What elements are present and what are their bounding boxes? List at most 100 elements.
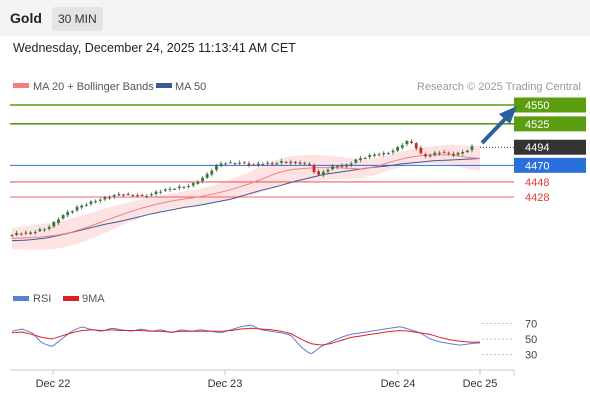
candle-body <box>410 141 413 144</box>
candle-body <box>377 154 381 156</box>
ma20-legend-swatch <box>13 83 29 88</box>
candle-body <box>326 169 330 172</box>
x-tick-label: Dec 22 <box>36 378 71 390</box>
candle-body <box>224 163 228 165</box>
level-label: 4470 <box>525 160 549 172</box>
candle-body <box>289 161 293 164</box>
ma20-legend-label: MA 20 + Bollinger Bands <box>33 81 154 93</box>
ma50-legend-swatch <box>156 83 172 88</box>
candles <box>10 139 474 238</box>
credit-label: Research © 2025 Trading Central <box>417 81 581 93</box>
candle-body <box>136 195 139 197</box>
candle-body <box>61 215 65 219</box>
candle-body <box>317 171 321 175</box>
level-4525: 4525 <box>10 116 586 132</box>
candle-body <box>233 163 237 165</box>
candle-body <box>321 171 325 176</box>
candle-body <box>80 205 84 208</box>
arrow-shaft <box>480 115 509 145</box>
level-tag <box>514 139 586 155</box>
candle-body <box>38 229 42 232</box>
timeframe-button[interactable]: 30 MIN <box>52 7 103 31</box>
level-tag <box>514 116 586 132</box>
level-label: 4448 <box>525 177 549 189</box>
candle-body <box>359 158 362 161</box>
level-4470: 4470 <box>10 157 586 173</box>
rsi-tick-label: 70 <box>525 319 537 331</box>
level-label: 4525 <box>525 119 549 131</box>
x-tick-label: Dec 23 <box>208 378 243 390</box>
ma50-line <box>11 158 481 242</box>
x-tick: Dec 24 <box>381 370 415 390</box>
level-4550: 4550 <box>10 97 586 113</box>
candle-body <box>149 194 153 196</box>
level-label: 4550 <box>525 100 549 112</box>
candle-body <box>391 150 395 153</box>
candle-body <box>442 151 446 153</box>
candle-body <box>196 181 200 184</box>
main-legend: MA 20 + Bollinger Bands MA 50 Research ©… <box>13 81 581 93</box>
symbol-title: Gold <box>10 10 42 26</box>
candle-body <box>294 161 297 163</box>
candle-body <box>71 211 74 213</box>
candle-body <box>89 201 93 204</box>
candle-body <box>219 163 223 167</box>
candle-body <box>94 201 98 203</box>
rsi-tick-30: 30 <box>482 349 537 361</box>
level-label: 4428 <box>525 192 549 204</box>
candle-body <box>47 226 51 230</box>
candle-body <box>349 163 353 166</box>
candle-body <box>84 204 88 206</box>
candle-body <box>452 153 455 156</box>
candle-body <box>461 152 465 154</box>
candle-body <box>424 154 427 157</box>
level-4494: 4494 <box>480 139 586 155</box>
candle-body <box>168 188 172 190</box>
candle-body <box>331 166 335 170</box>
candle-body <box>340 165 344 167</box>
datetime-label: Wednesday, December 24, 2025 11:13:41 AM… <box>13 41 296 55</box>
arrow-head <box>499 106 517 124</box>
candle-body <box>191 182 195 186</box>
candle-body <box>242 162 246 164</box>
candle-body <box>465 150 469 152</box>
candle-body <box>414 143 418 149</box>
rsi-tick-50: 50 <box>482 334 537 346</box>
bollinger-bands <box>12 144 480 250</box>
candle-body <box>117 194 121 196</box>
candle-body <box>252 164 256 166</box>
candle-body <box>256 163 260 166</box>
candle-body <box>405 140 409 145</box>
x-tick: Dec 22 <box>36 370 71 390</box>
candle-body <box>205 173 209 178</box>
candle-body <box>354 159 358 163</box>
candle-body <box>112 195 116 197</box>
x-tick: Dec 25 <box>463 370 497 390</box>
rsi-legend-label: RSI <box>33 293 51 305</box>
candle-body <box>419 147 423 154</box>
candle-body <box>131 195 135 197</box>
candle-body <box>433 152 437 156</box>
candle-body <box>103 197 107 200</box>
level-tag <box>514 97 586 113</box>
candle-body <box>470 146 474 150</box>
candle-body <box>140 194 144 196</box>
rsi-ma-legend-swatch <box>63 296 79 301</box>
candle-body <box>15 233 19 235</box>
level-tag <box>514 157 586 173</box>
rsi-legend-swatch <box>13 296 29 301</box>
x-tick: Dec 23 <box>208 370 243 390</box>
ma50-legend-label: MA 50 <box>175 81 206 93</box>
rsi-ma-legend-label: 9MA <box>82 293 105 305</box>
candle-body <box>266 162 269 164</box>
candle-body <box>52 222 56 227</box>
candle-body <box>307 163 311 165</box>
candle-body <box>428 155 432 157</box>
candle-body <box>400 145 404 148</box>
candle-body <box>368 155 372 158</box>
candle-body <box>145 195 149 197</box>
rsi-tick-70: 70 <box>482 319 537 331</box>
candle-body <box>261 164 265 166</box>
candle-body <box>303 162 307 164</box>
rsi-line <box>11 324 481 355</box>
